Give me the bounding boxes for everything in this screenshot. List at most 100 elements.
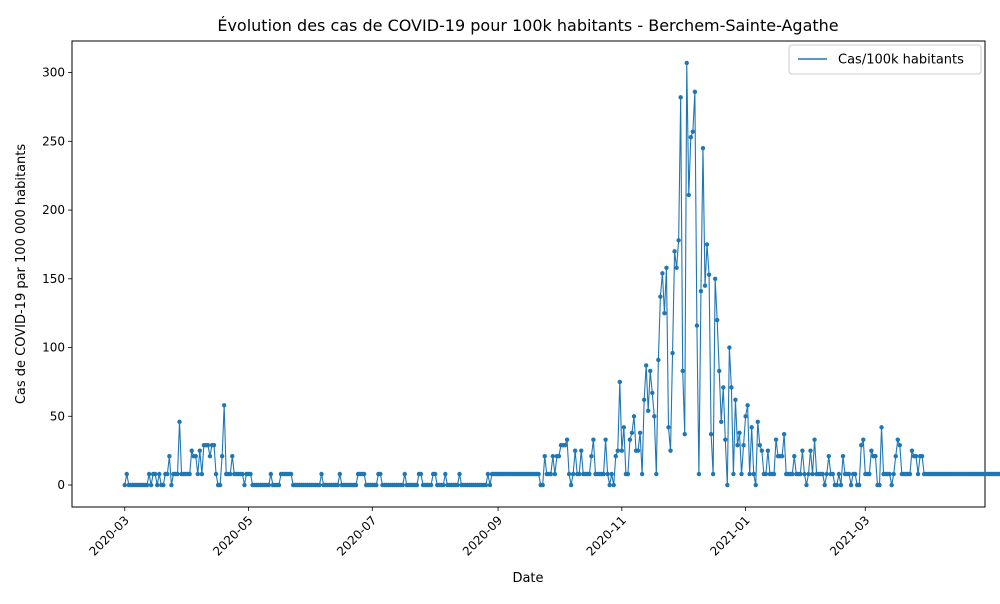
data-point [812, 437, 817, 442]
data-point [731, 471, 736, 477]
data-point [664, 265, 669, 271]
data-point [483, 482, 489, 488]
data-point [195, 471, 200, 477]
data-point [564, 437, 570, 442]
data-point [891, 471, 896, 477]
data-point [739, 471, 744, 477]
data-point [556, 453, 562, 459]
data-point [745, 403, 750, 408]
data-point [189, 448, 194, 453]
data-point [692, 89, 698, 95]
x-tick-label: 2020-09 [460, 513, 505, 558]
data-point [211, 442, 217, 448]
data-point [670, 350, 675, 356]
data-point [601, 471, 606, 477]
data-point [729, 385, 734, 390]
data-point [552, 471, 558, 477]
data-point [873, 453, 878, 459]
data-point [997, 471, 1000, 477]
data-point [230, 453, 235, 459]
data-point [913, 453, 919, 459]
data-point [122, 482, 127, 488]
data-point [124, 471, 129, 477]
data-point [710, 471, 716, 477]
data-point [637, 430, 643, 435]
data-point [915, 471, 921, 477]
data-point [800, 448, 805, 453]
data-point [840, 453, 846, 459]
data-point [887, 471, 892, 477]
data-point [747, 471, 752, 477]
data-point [660, 271, 665, 276]
data-point [219, 453, 225, 459]
data-point [662, 310, 667, 316]
data-point [400, 482, 405, 488]
data-point [197, 448, 203, 453]
data-point [686, 192, 691, 198]
data-point [568, 482, 574, 488]
data-point [641, 397, 647, 402]
y-tick-label: 100 [42, 341, 65, 355]
x-tick-label: 2020-07 [334, 513, 379, 558]
data-point [161, 482, 166, 488]
data-point [607, 482, 612, 488]
data-point [165, 471, 170, 477]
data-point [834, 482, 840, 488]
data-point [207, 453, 213, 459]
data-point [779, 453, 785, 459]
y-axis-title: Cas de COVID-19 par 100 000 habitants [14, 144, 29, 405]
data-point [723, 437, 728, 442]
data-point [654, 471, 659, 477]
data-point [753, 482, 758, 488]
data-point [765, 448, 771, 453]
y-tick-label: 0 [57, 478, 65, 492]
data-point [763, 471, 769, 477]
data-point [361, 471, 367, 477]
data-point [605, 471, 610, 477]
data-point [589, 453, 594, 459]
data-point [680, 368, 685, 374]
data-point [635, 448, 641, 453]
data-point [548, 471, 554, 477]
data-point [672, 249, 677, 254]
data-point [869, 448, 874, 453]
data-point [152, 471, 158, 477]
data-point [625, 471, 631, 477]
data-point [562, 442, 568, 448]
data-point [666, 425, 671, 430]
data-point [627, 437, 633, 442]
data-point [240, 471, 245, 477]
data-point [836, 471, 842, 477]
data-point [242, 482, 247, 488]
legend-box [788, 44, 982, 75]
data-point [741, 442, 746, 448]
data-point [205, 442, 211, 448]
data-point [808, 448, 813, 453]
data-point [587, 471, 592, 477]
data-point [268, 471, 274, 477]
x-tick-label: 2021-01 [707, 513, 752, 558]
data-point [428, 482, 434, 488]
x-tick-label: 2020-11 [584, 513, 629, 558]
data-point [810, 471, 815, 477]
data-point [909, 448, 915, 453]
data-point [773, 437, 779, 442]
data-point [591, 437, 596, 442]
data-point [337, 471, 343, 477]
data-point [889, 482, 894, 488]
data-point [712, 276, 718, 282]
data-point [852, 471, 858, 477]
data-point [566, 471, 572, 477]
data-point [570, 471, 576, 477]
data-point [857, 482, 862, 488]
data-point [743, 414, 748, 419]
data-point [646, 408, 651, 413]
data-point [540, 482, 545, 488]
data-point [643, 363, 649, 368]
data-point [696, 471, 702, 477]
data-point [846, 471, 852, 477]
data-point [613, 453, 618, 459]
data-point [615, 448, 620, 453]
data-point [542, 453, 547, 459]
